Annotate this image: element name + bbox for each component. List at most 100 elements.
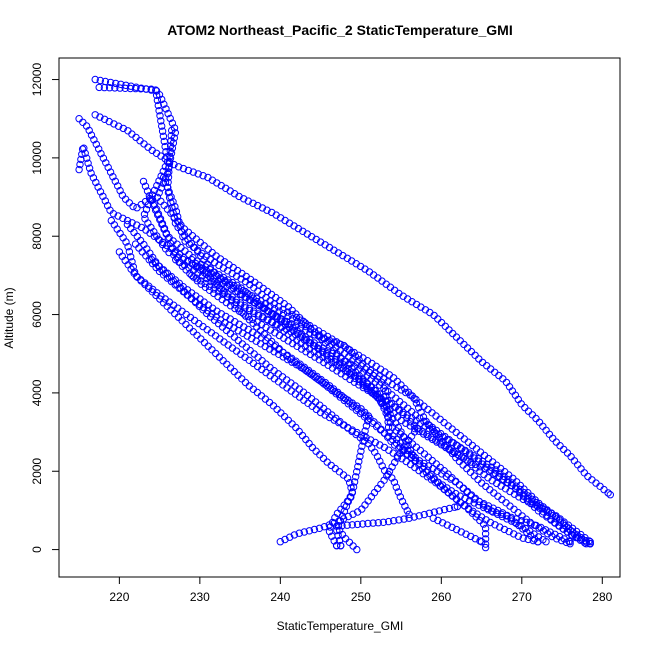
data-point	[586, 540, 594, 548]
data-point	[302, 435, 310, 444]
data-point	[263, 206, 271, 214]
data-point	[527, 492, 536, 500]
data-point	[295, 427, 303, 436]
data-point	[174, 163, 183, 171]
data-point	[470, 499, 478, 507]
data-point	[85, 164, 94, 172]
data-point	[308, 443, 317, 452]
data-point	[316, 401, 324, 409]
data-point	[346, 479, 354, 487]
data-point	[153, 96, 162, 105]
data-point	[477, 538, 486, 546]
data-point	[398, 497, 407, 506]
data-point	[434, 315, 442, 323]
data-point	[106, 168, 115, 176]
data-point	[158, 220, 166, 229]
data-point	[507, 517, 516, 525]
data-point	[482, 482, 490, 491]
data-point	[476, 463, 484, 471]
data-point	[471, 460, 480, 469]
data-point	[494, 492, 502, 500]
data-point	[462, 456, 470, 464]
data-point	[140, 210, 149, 219]
data-point	[215, 353, 224, 361]
data-point	[355, 457, 363, 466]
data-point	[163, 170, 172, 178]
data-point	[254, 287, 262, 295]
data-point	[230, 367, 239, 376]
data-point	[354, 462, 362, 471]
data-point	[349, 483, 358, 491]
data-point	[121, 84, 129, 93]
data-point	[249, 385, 258, 393]
data-point	[168, 126, 176, 135]
data-point	[449, 329, 457, 338]
data-point	[320, 523, 329, 531]
data-point	[384, 423, 393, 431]
data-point	[436, 415, 444, 423]
data-point	[109, 210, 118, 218]
data-point	[110, 120, 118, 128]
data-point	[131, 84, 140, 93]
data-point	[278, 315, 286, 323]
data-point	[499, 375, 507, 383]
data-point	[159, 173, 168, 182]
data-point	[127, 253, 135, 261]
data-point	[325, 521, 333, 529]
y-axis: 0 2000 4000 6000 8000 10000 12000	[30, 63, 60, 553]
data-point	[502, 512, 511, 520]
y-tick-label: 12000	[30, 63, 44, 97]
data-point	[514, 532, 523, 540]
data-point	[253, 323, 261, 331]
data-point	[112, 79, 120, 88]
data-point	[249, 199, 257, 208]
data-point	[343, 521, 351, 529]
y-axis-label: Altitude (m)	[2, 287, 16, 348]
data-point	[514, 508, 522, 517]
data-point	[234, 336, 243, 345]
data-point	[128, 130, 136, 138]
data-point	[96, 113, 104, 121]
data-point	[139, 177, 148, 186]
data-point	[566, 538, 574, 546]
data-point	[158, 127, 167, 135]
data-point	[298, 431, 307, 440]
data-point	[395, 516, 403, 524]
data-point	[75, 115, 83, 123]
data-point	[153, 181, 161, 190]
data-point	[377, 480, 385, 489]
data-point	[166, 147, 175, 155]
data-point	[122, 238, 130, 246]
data-point	[144, 143, 152, 151]
data-point	[167, 137, 175, 145]
data-point	[415, 461, 423, 469]
data-point	[452, 333, 461, 341]
data-point	[111, 84, 119, 92]
data-point	[76, 160, 84, 169]
data-point	[154, 101, 163, 110]
data-point	[394, 488, 402, 496]
data-point	[409, 451, 417, 460]
data-point	[146, 196, 155, 204]
data-point	[172, 207, 181, 216]
x-tick-label: 230	[190, 590, 210, 604]
data-point	[557, 536, 566, 545]
data-point	[563, 449, 572, 457]
data-point	[478, 479, 486, 487]
series-11	[159, 173, 582, 542]
data-point	[481, 540, 490, 548]
data-point	[152, 91, 161, 100]
data-point	[111, 177, 120, 186]
data-point	[264, 334, 272, 342]
data-point	[226, 364, 235, 372]
data-point	[443, 521, 451, 529]
series-7	[131, 240, 373, 550]
y-tick-label: 10000	[30, 141, 44, 175]
data-point	[479, 503, 488, 512]
data-point	[396, 493, 404, 501]
x-tick-label: 250	[351, 590, 371, 604]
data-point	[174, 212, 182, 221]
x-axis: 220 230 240 250 260 270 280	[109, 576, 613, 604]
x-axis-label: StaticTemperature_GMI	[277, 619, 404, 633]
data-point	[280, 412, 289, 421]
